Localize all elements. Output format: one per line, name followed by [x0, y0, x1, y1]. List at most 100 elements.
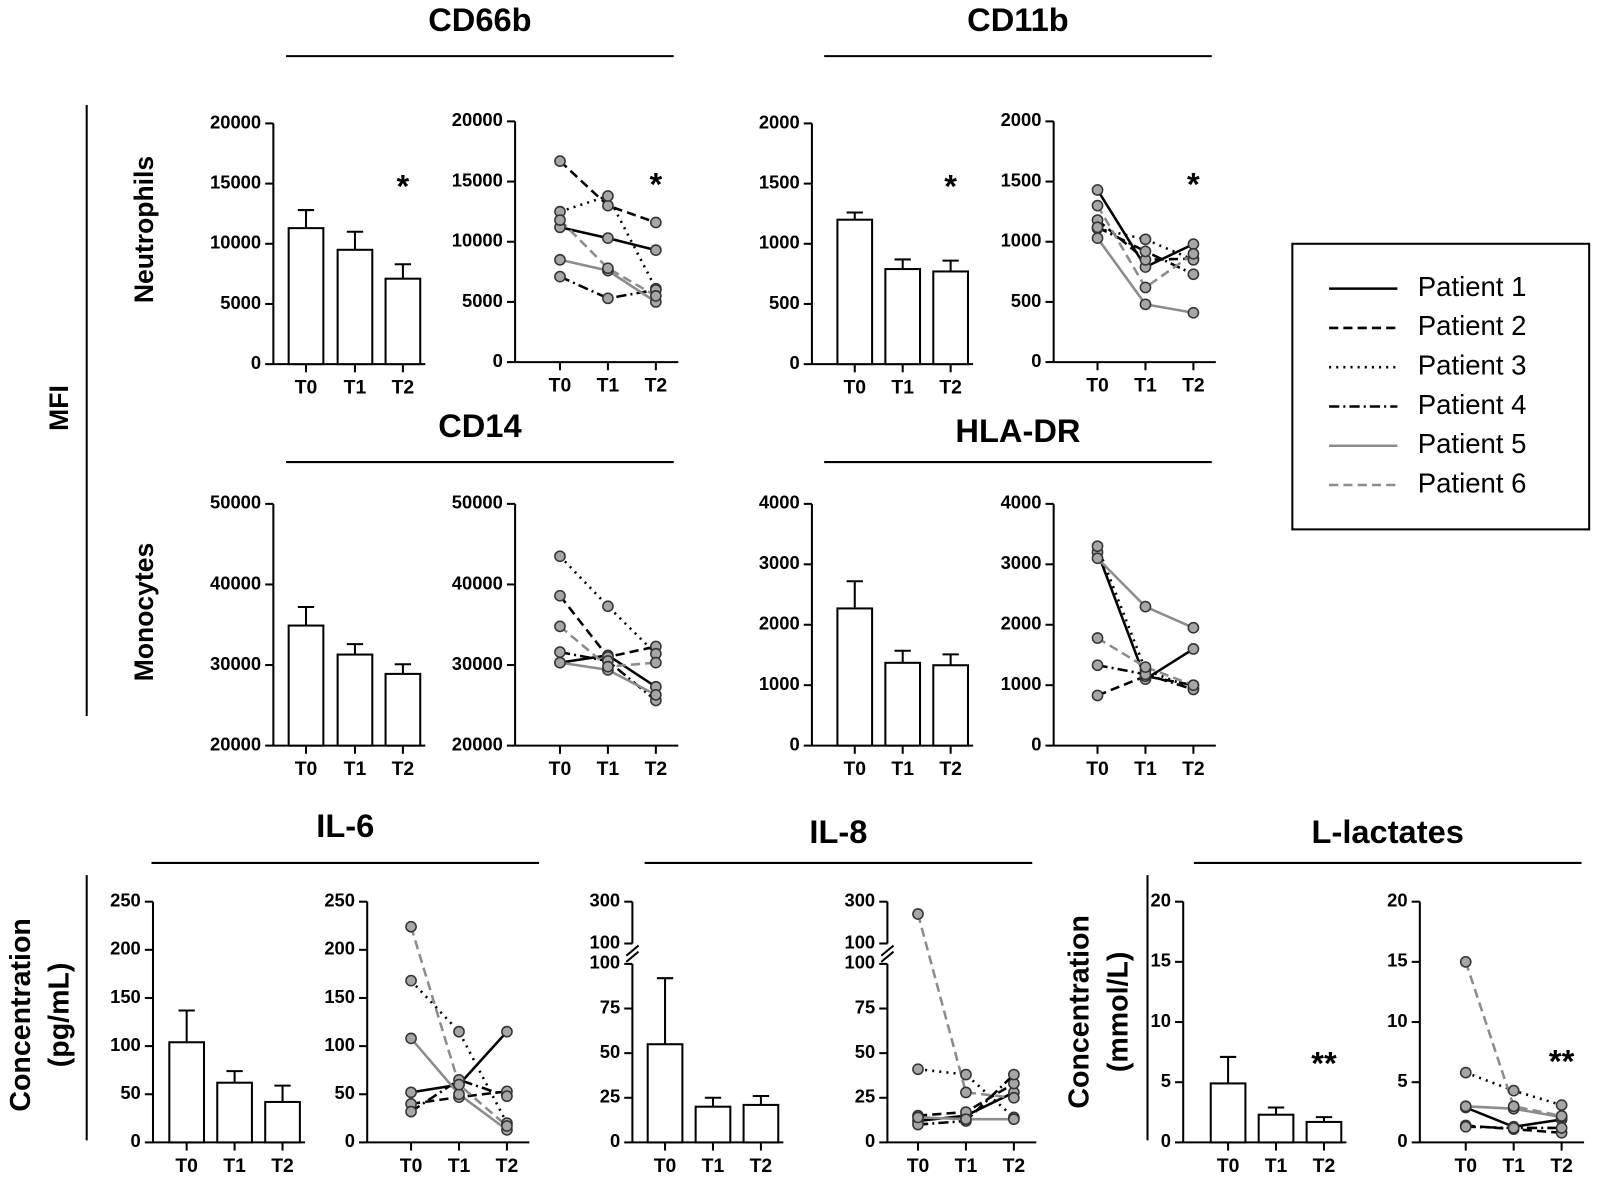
y-tick-label: 75	[600, 996, 620, 1017]
bar	[694, 1105, 732, 1144]
bar	[264, 1100, 301, 1144]
y-tick-label: 15	[1151, 950, 1171, 971]
row-label: MFI	[44, 385, 74, 431]
patient-point	[1187, 643, 1200, 655]
y-tick-label: 1500	[1001, 169, 1042, 190]
x-tick-label: T2	[750, 1155, 773, 1177]
y-tick-label: 150	[324, 986, 355, 1007]
patient-line	[1096, 226, 1194, 276]
x-tick-label: T2	[939, 377, 962, 399]
significance: *	[944, 167, 957, 204]
patient-point	[649, 688, 662, 701]
patient-point	[1008, 1068, 1020, 1081]
y-tick-label: 0	[1031, 350, 1041, 371]
axis-break	[625, 950, 640, 963]
bar	[646, 1043, 684, 1144]
x-tick-label: T0	[1086, 375, 1109, 397]
x-tick-label: T0	[1217, 1155, 1240, 1177]
patient-point	[1139, 298, 1152, 311]
patient-point	[1091, 184, 1104, 196]
bar	[384, 672, 422, 747]
patient-point	[1139, 600, 1152, 613]
patient-point	[405, 920, 417, 933]
patient-line	[1096, 545, 1194, 690]
bar	[884, 661, 922, 747]
panel-title: HLA-DR	[955, 412, 1080, 449]
y-tick-label: 25	[600, 1086, 620, 1107]
bar	[336, 248, 374, 366]
y-tick-label: 0	[131, 1130, 141, 1151]
patient-line	[917, 1067, 1015, 1119]
bar	[287, 227, 325, 366]
x-tick-label: T1	[1134, 758, 1157, 780]
y-tick-label: 3000	[759, 552, 800, 573]
legend-label: Patient 2	[1418, 310, 1527, 341]
patient-line	[559, 555, 657, 655]
x-tick-label: T1	[448, 1155, 471, 1177]
patient-point	[1139, 245, 1152, 258]
patient-point	[960, 1068, 972, 1081]
y-tick-label: 1000	[1001, 230, 1042, 251]
patient-point	[1459, 955, 1472, 968]
patient-point	[1507, 1122, 1520, 1134]
patient-point	[1187, 247, 1200, 260]
y-tick-label: 200	[110, 938, 141, 959]
y-tick-label: 30000	[210, 653, 261, 674]
y-tick-label: 20000	[210, 111, 261, 132]
y-tick-label: 5000	[462, 290, 503, 311]
legend-label: Patient 3	[1418, 349, 1527, 380]
bar	[1209, 1082, 1247, 1144]
patient-point	[1555, 1110, 1568, 1122]
patient-point	[453, 1088, 465, 1101]
panel-title: L-lactates	[1312, 813, 1464, 850]
y-tick-label: 0	[865, 1130, 875, 1151]
patient-point	[405, 1032, 417, 1045]
x-tick-label: T1	[597, 375, 620, 397]
y-tick-label: 5000	[220, 292, 261, 313]
x-tick-label: T2	[271, 1155, 294, 1177]
y-tick-label: 0	[1031, 733, 1041, 754]
y-tick-label: 0	[610, 1130, 620, 1151]
patient-point	[453, 1025, 465, 1038]
patient-point	[912, 908, 924, 920]
legend-label: Patient 5	[1418, 428, 1527, 459]
y-tick-label: 75	[855, 996, 875, 1017]
x-tick-label: T0	[1086, 758, 1109, 780]
axis-break	[880, 944, 895, 957]
patient-point	[501, 1025, 513, 1038]
y-tick-label: 5	[1161, 1070, 1171, 1091]
y-tick-label: 10000	[210, 232, 261, 253]
x-tick-label: T2	[645, 758, 668, 780]
patient-point	[554, 214, 566, 226]
bar	[742, 1103, 780, 1144]
y-tick-label: 5	[1397, 1070, 1407, 1091]
patient-point	[602, 292, 614, 305]
patient-line	[1096, 636, 1194, 687]
patient-point	[649, 244, 662, 257]
x-tick-label: T0	[175, 1155, 198, 1177]
x-tick-label: T2	[1550, 1155, 1573, 1177]
y-tick-label: 500	[1011, 290, 1042, 311]
patient-point	[1139, 233, 1152, 246]
patient-point	[1555, 1099, 1568, 1111]
y-tick-label: 20000	[452, 109, 503, 130]
patient-point	[602, 600, 614, 613]
patient-point	[602, 199, 614, 212]
patient-point	[649, 290, 662, 302]
patient-point	[912, 1111, 924, 1124]
bar	[836, 218, 874, 366]
y-tick-label: 2000	[759, 111, 800, 132]
x-tick-label: T1	[1265, 1155, 1288, 1177]
patient-point	[501, 1090, 513, 1103]
patient-point	[602, 660, 614, 673]
patient-point	[602, 232, 614, 244]
legend-label: Patient 4	[1418, 389, 1527, 420]
x-tick-label: T1	[344, 758, 367, 780]
x-tick-label: T0	[843, 758, 866, 780]
y-tick-label: 20	[1151, 890, 1171, 911]
unit-label: (pg/mL)	[44, 963, 76, 1068]
y-tick-label: 150	[110, 986, 141, 1007]
unit-label: Concentration	[1064, 915, 1096, 1109]
patient-point	[405, 974, 417, 987]
